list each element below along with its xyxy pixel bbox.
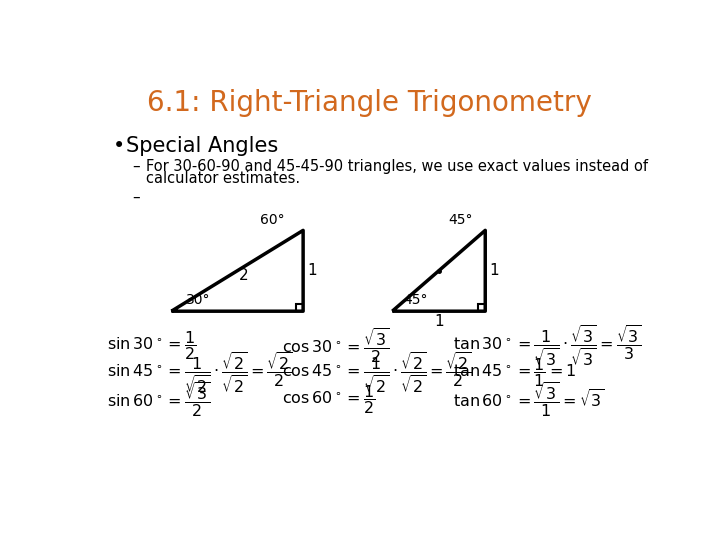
Bar bbox=[296, 304, 303, 311]
Text: 30°: 30° bbox=[186, 293, 211, 307]
Text: 60°: 60° bbox=[260, 213, 284, 227]
Text: calculator estimates.: calculator estimates. bbox=[145, 171, 300, 186]
Text: 2: 2 bbox=[238, 268, 248, 283]
Text: $\sin 30^\circ = \dfrac{1}{2}$: $\sin 30^\circ = \dfrac{1}{2}$ bbox=[107, 329, 197, 362]
Text: $\tan 30^\circ = \dfrac{1}{\sqrt{3}}\cdot\dfrac{\sqrt{3}}{\sqrt{3}} = \dfrac{\sq: $\tan 30^\circ = \dfrac{1}{\sqrt{3}}\cdo… bbox=[453, 323, 642, 368]
Text: Special Angles: Special Angles bbox=[126, 136, 278, 156]
Text: –: – bbox=[132, 159, 140, 174]
Text: $\sin 45^\circ = \dfrac{1}{\sqrt{2}}\cdot\dfrac{\sqrt{2}}{\sqrt{2}} = \dfrac{\sq: $\sin 45^\circ = \dfrac{1}{\sqrt{2}}\cdo… bbox=[107, 350, 292, 395]
Text: $\tan 60^\circ = \dfrac{\sqrt{3}}{1} = \sqrt{3}$: $\tan 60^\circ = \dfrac{\sqrt{3}}{1} = \… bbox=[453, 380, 605, 419]
Text: 1: 1 bbox=[490, 264, 500, 278]
Bar bbox=[478, 304, 485, 311]
Text: $\cos 45^\circ = \dfrac{1}{\sqrt{2}}\cdot\dfrac{\sqrt{2}}{\sqrt{2}} = \dfrac{\sq: $\cos 45^\circ = \dfrac{1}{\sqrt{2}}\cdo… bbox=[282, 350, 472, 395]
Text: $\cos 60^\circ = \dfrac{1}{2}$: $\cos 60^\circ = \dfrac{1}{2}$ bbox=[282, 383, 376, 416]
Text: 45°: 45° bbox=[448, 213, 473, 227]
Text: $\sin 60^\circ = \dfrac{\sqrt{3}}{2}$: $\sin 60^\circ = \dfrac{\sqrt{3}}{2}$ bbox=[107, 380, 210, 419]
Text: 1: 1 bbox=[307, 264, 318, 278]
Text: 45°: 45° bbox=[403, 293, 428, 307]
Text: $\cos 30^\circ = \dfrac{\sqrt{3}}{2}$: $\cos 30^\circ = \dfrac{\sqrt{3}}{2}$ bbox=[282, 326, 390, 366]
Text: •: • bbox=[113, 136, 125, 156]
Text: –: – bbox=[132, 190, 140, 205]
Text: $\tan 45^\circ = \dfrac{1}{1} = 1$: $\tan 45^\circ = \dfrac{1}{1} = 1$ bbox=[453, 356, 576, 389]
Text: 6.1: Right-Triangle Trigonometry: 6.1: Right-Triangle Trigonometry bbox=[147, 89, 591, 117]
Text: For 30-60-90 and 45-45-90 triangles, we use exact values instead of: For 30-60-90 and 45-45-90 triangles, we … bbox=[145, 159, 648, 174]
Text: 1: 1 bbox=[434, 314, 444, 329]
